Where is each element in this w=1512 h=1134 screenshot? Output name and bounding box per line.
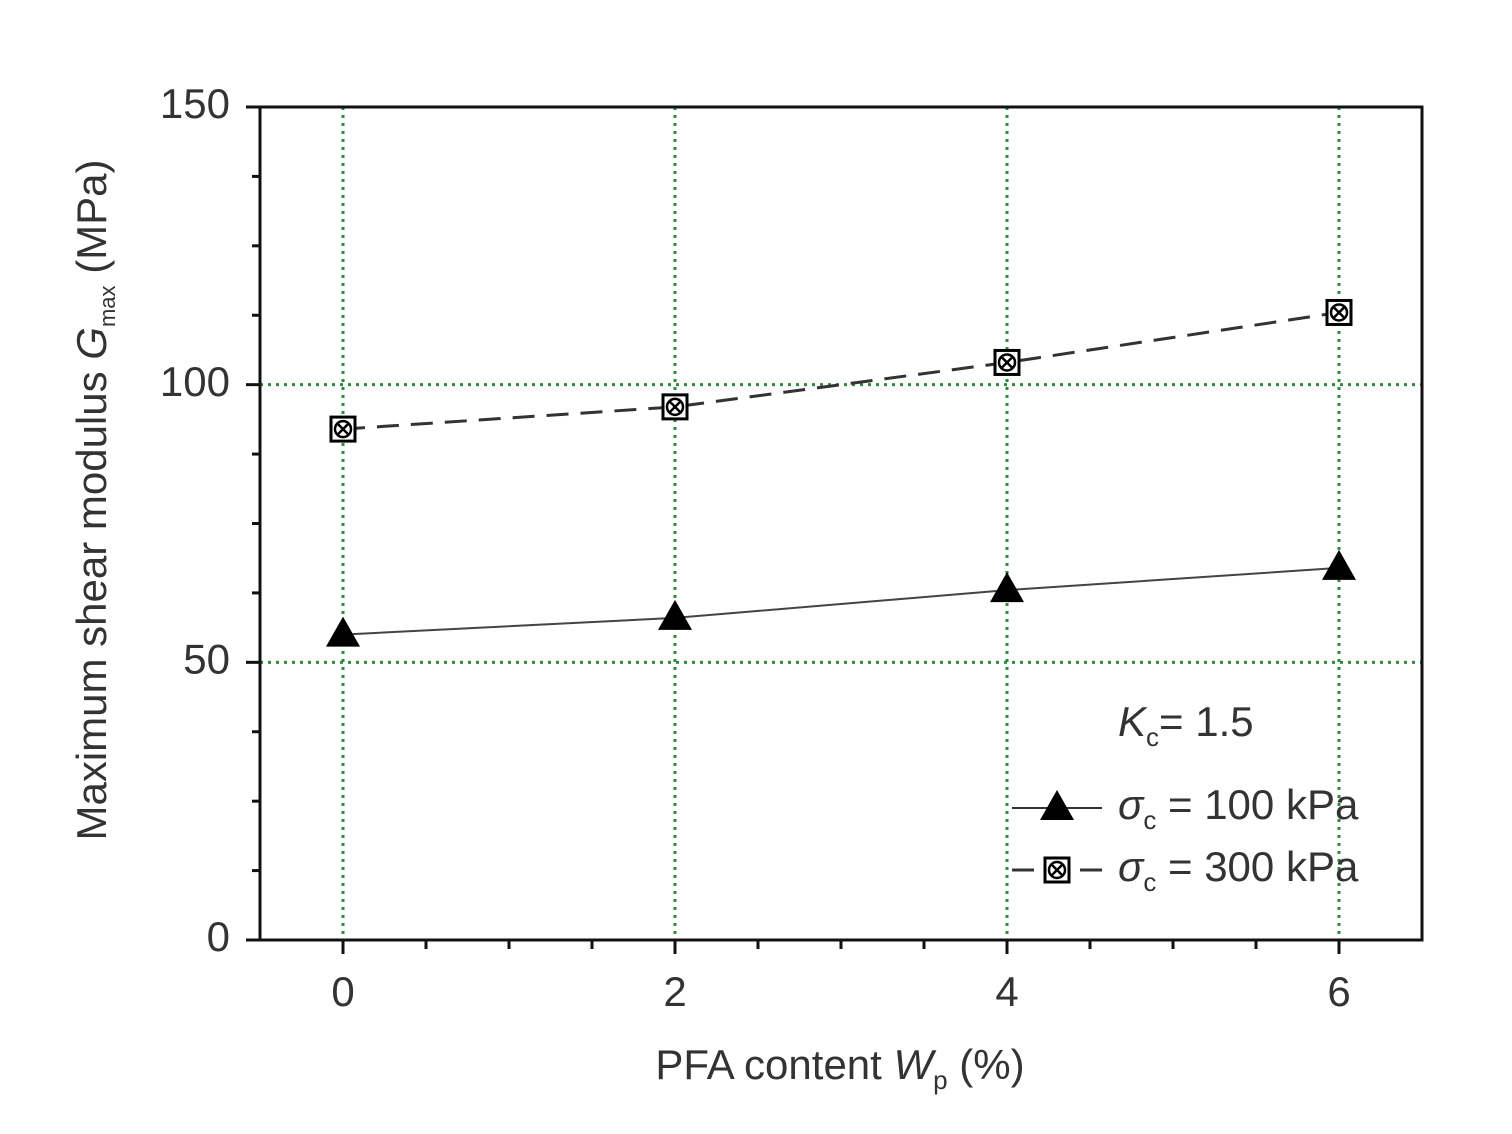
x-axis-label: PFA content Wp (%) [655, 1041, 1024, 1095]
x-tick-label: 6 [1327, 968, 1350, 1015]
y-axis-label: Maximum shear modulus Gmax (MPa) [68, 159, 120, 840]
marker [1325, 298, 1353, 326]
marker [993, 348, 1021, 376]
y-tick-label: 0 [207, 913, 230, 960]
x-tick-label: 4 [995, 968, 1018, 1015]
marker [1040, 790, 1074, 820]
y-tick-label: 150 [160, 80, 230, 127]
y-tick-label: 100 [160, 358, 230, 405]
marker [661, 393, 689, 421]
y-tick-label: 50 [183, 635, 230, 682]
x-tick-label: 0 [331, 968, 354, 1015]
marker [1322, 549, 1356, 580]
marker [990, 572, 1024, 603]
x-tick-label: 2 [663, 968, 686, 1015]
marker [329, 415, 357, 443]
annotation: Kc= 1.5 [1118, 698, 1254, 752]
legend-label: σc = 100 kPa [1118, 781, 1359, 835]
legend-label: σc = 300 kPa [1118, 843, 1359, 897]
marker [1043, 856, 1071, 884]
series-line [342, 310, 1340, 431]
marker [326, 616, 360, 647]
marker [658, 599, 692, 630]
series-line [342, 566, 1340, 636]
